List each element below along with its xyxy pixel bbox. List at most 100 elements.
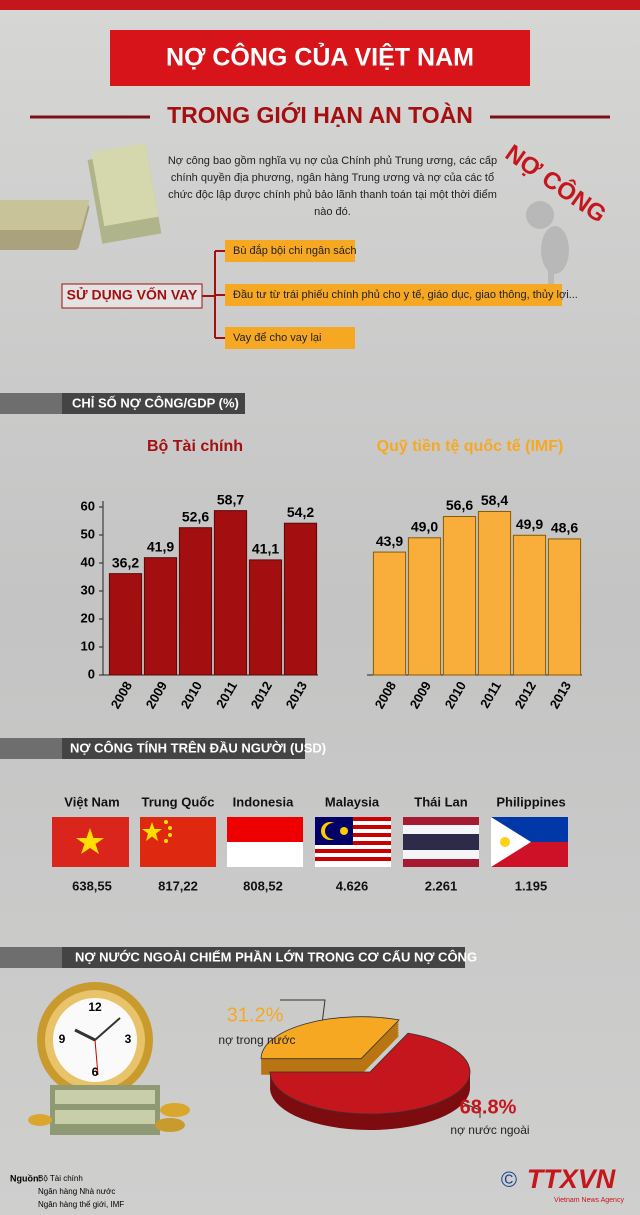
- x-tick-label: 2008: [372, 679, 399, 712]
- x-tick-label: 2011: [477, 679, 504, 711]
- x-tick-label: 2013: [547, 679, 574, 712]
- value-label: 54,2: [287, 504, 314, 520]
- country-value: 808,52: [243, 878, 283, 893]
- uses-label-box: [61, 283, 203, 309]
- use-item: Vay để cho vay lại: [233, 332, 321, 344]
- flag-indonesia: [227, 817, 303, 867]
- y-tick-label: 40: [81, 554, 95, 569]
- clock-number: 9: [59, 1032, 66, 1046]
- pie-chart: [260, 1016, 471, 1130]
- pie-category-label: nợ nước ngoài: [450, 1123, 529, 1137]
- country-name: Thái Lan: [414, 794, 468, 809]
- pie-value-label: 68.8%: [460, 1096, 517, 1118]
- section-bar: [62, 947, 465, 968]
- title-banner: [110, 30, 530, 86]
- country-name: Philippines: [496, 794, 565, 809]
- y-tick-label: 20: [81, 610, 95, 625]
- y-tick-label: 60: [81, 498, 95, 513]
- value-label: 43,9: [376, 533, 403, 549]
- country-value: 4.626: [336, 878, 369, 893]
- bar: [178, 527, 213, 676]
- top-stripe: [0, 0, 640, 10]
- clock-illustration: [37, 982, 153, 1098]
- country-value: 1.195: [515, 878, 548, 893]
- flag-china: [140, 817, 216, 867]
- chart-title: Bộ Tài chính: [147, 438, 243, 455]
- pie-value-label: 31.2%: [227, 1004, 284, 1026]
- value-label: 48,6: [551, 520, 578, 536]
- use-item: Đầu tư từ trái phiếu chính phủ cho y tế,…: [233, 289, 578, 301]
- x-tick-label: 2012: [512, 679, 539, 712]
- country-name: Indonesia: [233, 794, 294, 809]
- figure: [526, 201, 569, 290]
- pie-category-label: nợ trong nước: [218, 1033, 295, 1047]
- x-tick-label: 2013: [283, 679, 310, 712]
- bar: [108, 573, 143, 676]
- use-item: Bù đắp bội chi ngân sách: [233, 244, 357, 257]
- x-tick-label: 2011: [213, 679, 240, 711]
- pie-slice: [269, 1032, 471, 1115]
- sources-label: Nguồn:: [10, 1173, 42, 1183]
- badge: NỢ CÔNG: [500, 139, 611, 229]
- flag-thailand: [403, 817, 479, 867]
- country-name: Việt Nam: [64, 794, 119, 809]
- bar: [442, 516, 477, 676]
- connector: [202, 250, 225, 339]
- chart-title: Quỹ tiền tệ quốc tế (IMF): [377, 438, 564, 455]
- y-tick-label: 30: [81, 582, 95, 597]
- x-tick-label: 2012: [248, 679, 275, 712]
- bar: [512, 534, 547, 676]
- logo-mark: ©: [501, 1167, 517, 1192]
- section-title: NỢ NƯỚC NGOÀI CHIẾM PHẦN LỚN TRONG CƠ CẤ…: [75, 949, 477, 964]
- flag-philippines: [491, 817, 568, 867]
- use-box: [225, 284, 562, 306]
- logo-name: TTXVN: [527, 1164, 616, 1194]
- bar: [372, 551, 407, 676]
- section-tab: [0, 947, 62, 968]
- bar: [143, 557, 178, 676]
- bar: [477, 510, 512, 676]
- intro-text: Nợ công bao gồm nghĩa vụ nợ của Chính ph…: [167, 155, 498, 218]
- x-tick-label: 2010: [442, 679, 469, 712]
- bar: [283, 522, 318, 676]
- value-label: 49,9: [516, 516, 543, 532]
- title: NỢ CÔNG CỦA VIỆT NAM: [166, 42, 474, 72]
- bar: [407, 537, 442, 676]
- money-illustration: [0, 142, 162, 250]
- flag-vietnam: [52, 817, 129, 867]
- clock-number: 12: [88, 1000, 102, 1014]
- value-label: 49,0: [411, 519, 438, 535]
- subtitle: TRONG GIỚI HẠN AN TOÀN: [167, 101, 473, 128]
- section-bar: [62, 393, 245, 414]
- value-label: 56,6: [446, 497, 473, 513]
- country-value: 2.261: [425, 878, 458, 893]
- country-name: Malaysia: [325, 794, 380, 809]
- use-box: [225, 327, 355, 349]
- country-name: Trung Quốc: [142, 794, 215, 809]
- clock-number: 6: [92, 1065, 99, 1079]
- x-tick-label: 2010: [178, 679, 205, 712]
- x-tick-label: 2009: [407, 679, 434, 712]
- bar: [213, 510, 248, 676]
- pie-slice: [260, 1016, 400, 1060]
- flag-malaysia: [315, 817, 391, 867]
- country-value: 638,55: [72, 878, 112, 893]
- section-tab: [0, 393, 62, 414]
- bar: [248, 559, 283, 676]
- y-tick-label: 0: [88, 666, 95, 681]
- y-tick-label: 10: [81, 638, 95, 653]
- use-box: [225, 240, 355, 262]
- value-label: 58,7: [217, 491, 244, 507]
- bar: [547, 538, 582, 676]
- country-value: 817,22: [158, 878, 198, 893]
- section-bar: [62, 738, 305, 759]
- section-tab: [0, 738, 62, 759]
- x-tick-label: 2008: [108, 679, 135, 712]
- y-tick-label: 50: [81, 526, 95, 541]
- logo-tagline: Vietnam News Agency: [554, 1197, 624, 1204]
- value-label: 58,4: [481, 492, 508, 508]
- source-item: Ngân hàng thế giới, IMF: [38, 1200, 124, 1209]
- value-label: 52,6: [182, 508, 209, 524]
